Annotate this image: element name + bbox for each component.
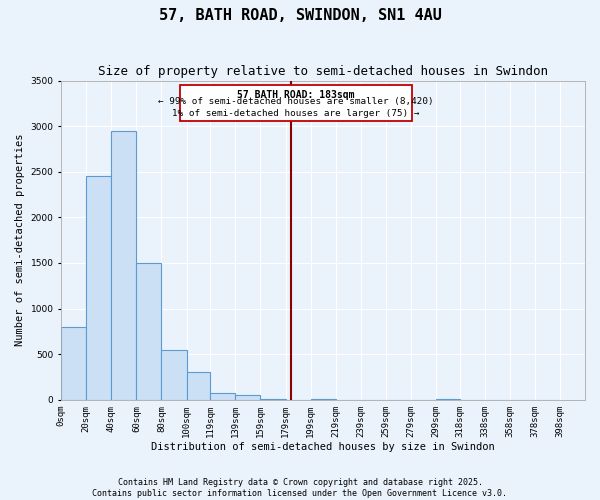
Bar (136, 263, 161, 400)
Title: Size of property relative to semi-detached houses in Swindon: Size of property relative to semi-detach… (98, 65, 548, 78)
Bar (187, 372, 211, 400)
Text: 57, BATH ROAD, SWINDON, SN1 4AU: 57, BATH ROAD, SWINDON, SN1 4AU (158, 8, 442, 22)
Bar (161, 350, 187, 400)
FancyBboxPatch shape (180, 85, 412, 120)
Text: 57 BATH ROAD: 183sqm: 57 BATH ROAD: 183sqm (238, 90, 355, 100)
Bar (235, 396, 260, 400)
X-axis label: Distribution of semi-detached houses by size in Swindon: Distribution of semi-detached houses by … (151, 442, 495, 452)
Text: Contains HM Land Registry data © Crown copyright and database right 2025.
Contai: Contains HM Land Registry data © Crown c… (92, 478, 508, 498)
Bar (211, 393, 235, 400)
Text: 1% of semi-detached houses are larger (75) →: 1% of semi-detached houses are larger (7… (172, 109, 420, 118)
Text: ← 99% of semi-detached houses are smaller (8,420): ← 99% of semi-detached houses are smalle… (158, 96, 434, 106)
Bar (260, 399, 286, 400)
Y-axis label: Number of semi-detached properties: Number of semi-detached properties (15, 134, 25, 346)
Bar (112, 130, 136, 400)
Bar (61, 327, 86, 400)
Bar (86, 176, 112, 400)
